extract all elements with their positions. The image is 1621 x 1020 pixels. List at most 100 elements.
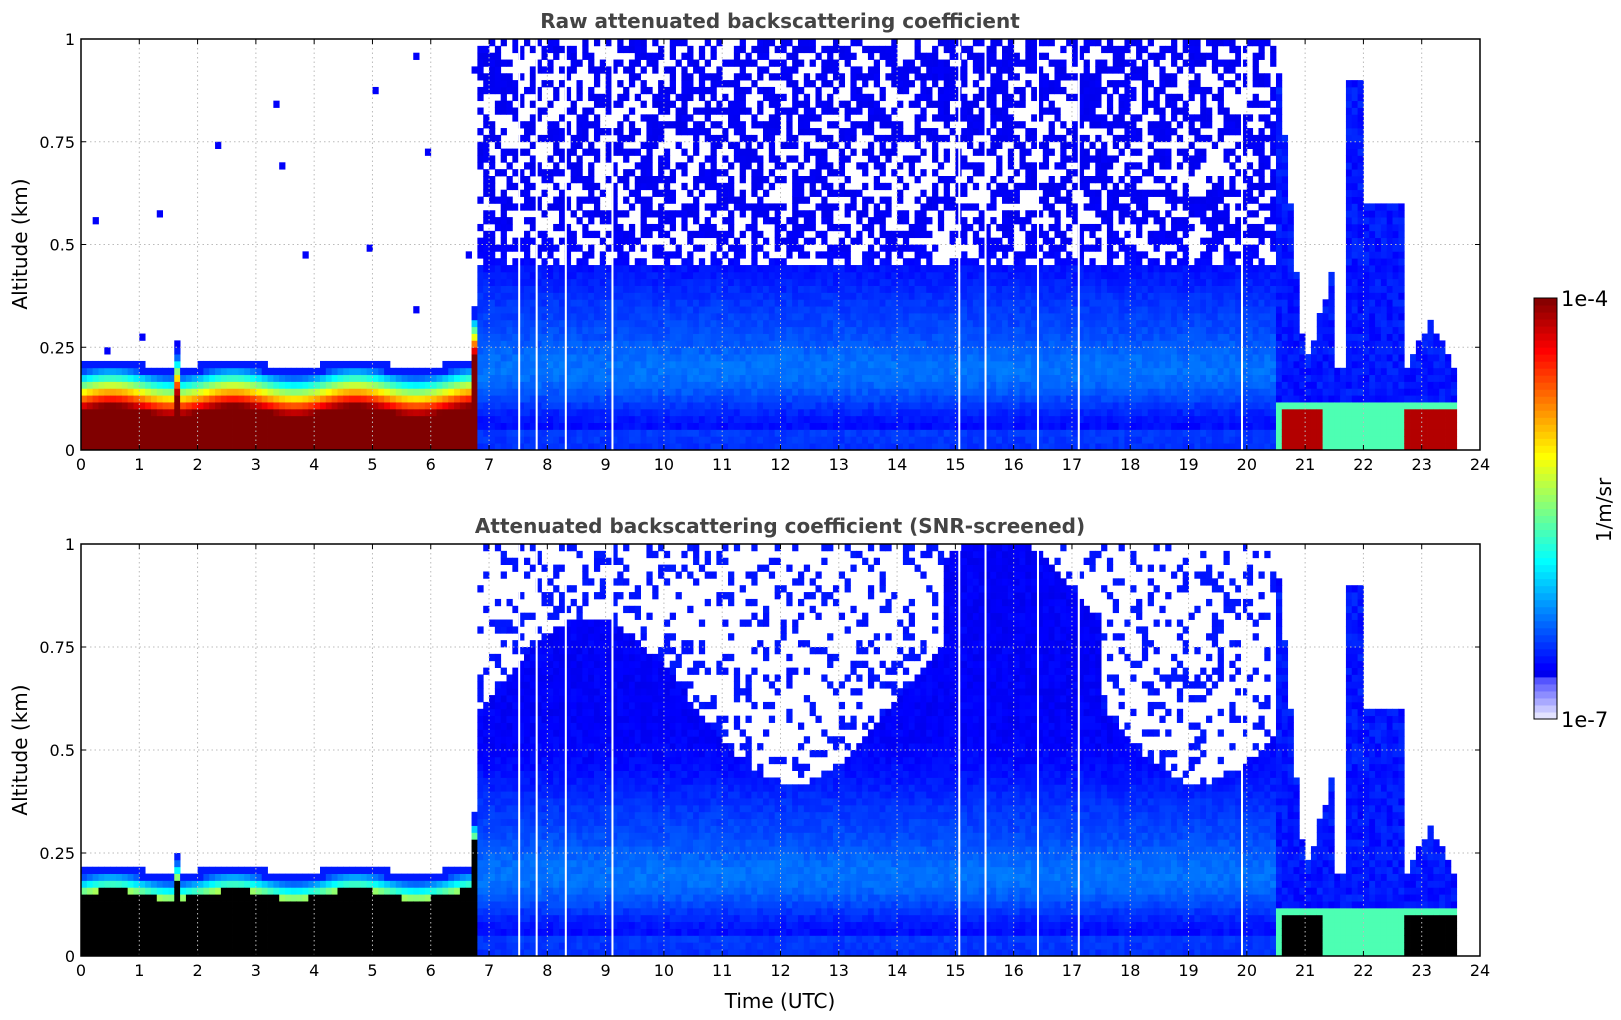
heatmap-cell (844, 443, 851, 450)
heatmap-cell (932, 80, 939, 88)
heatmap-cell (663, 354, 671, 362)
heatmap-cell (588, 162, 595, 170)
heatmap-cell (821, 299, 828, 307)
heatmap-cell (465, 251, 472, 259)
heatmap-cell (850, 313, 857, 321)
heatmap-cell (879, 381, 886, 389)
heatmap-cell (419, 443, 426, 450)
heatmap-cell (477, 237, 484, 245)
heatmap-cell (984, 182, 991, 191)
heatmap-cell (541, 80, 548, 88)
heatmap-cell (477, 333, 484, 341)
heatmap-cell (797, 189, 805, 197)
heatmap-cell (617, 134, 624, 143)
heatmap-cell (652, 347, 659, 355)
heatmap-cell (722, 354, 729, 362)
heatmap-cell (174, 374, 181, 382)
heatmap-cell (582, 360, 589, 369)
heatmap-cell (961, 354, 968, 362)
heatmap-cell (768, 313, 776, 321)
heatmap-cell (529, 45, 537, 54)
heatmap-cell (990, 114, 997, 122)
heatmap-cell (611, 59, 618, 67)
heatmap-cell (681, 292, 688, 300)
heatmap-cell (961, 128, 968, 136)
heatmap-cell (803, 237, 811, 245)
heatmap-cell (366, 244, 373, 252)
heatmap-cell (920, 230, 927, 239)
heatmap-cell (489, 340, 496, 348)
heatmap-cell (98, 408, 105, 417)
heatmap-cell (879, 265, 886, 273)
heatmap-cell (873, 251, 880, 259)
heatmap-cell (961, 107, 968, 115)
heatmap-cell (751, 258, 758, 266)
heatmap-cell (914, 265, 921, 273)
heatmap-cell (553, 128, 560, 136)
heatmap-cell (914, 244, 921, 252)
heatmap-cell (885, 285, 892, 293)
heatmap-cell (570, 141, 577, 149)
heatmap-cell (220, 367, 228, 376)
heatmap-cell (553, 93, 560, 102)
heatmap-cell (489, 415, 496, 423)
heatmap-cell (209, 436, 216, 444)
heatmap-cell (681, 210, 688, 218)
heatmap-cell (494, 443, 502, 450)
heatmap-cell (984, 278, 991, 286)
heatmap-cell (483, 73, 490, 81)
heatmap-cell (797, 128, 805, 136)
heatmap-cell (757, 45, 764, 54)
heatmap-cell (535, 39, 542, 47)
heatmap-cell (86, 360, 94, 369)
heatmap-cell (558, 415, 566, 423)
heatmap-cell (296, 381, 303, 389)
heatmap-cell (611, 381, 618, 389)
heatmap-cell (891, 244, 898, 252)
heatmap-cell (518, 176, 525, 184)
heatmap-cell (640, 319, 647, 328)
heatmap-cell (576, 217, 583, 225)
heatmap-cell (611, 223, 618, 232)
heatmap-cell (885, 182, 892, 191)
heatmap-cell (978, 429, 985, 437)
heatmap-cell (693, 436, 700, 444)
heatmap-cell (541, 258, 548, 266)
heatmap-cell (990, 59, 997, 67)
heatmap-cell (646, 169, 653, 177)
heatmap-cell (640, 86, 647, 95)
heatmap-cell (564, 66, 572, 74)
heatmap-cell (733, 402, 741, 410)
heatmap-cell (634, 59, 641, 67)
heatmap-cell (366, 422, 373, 430)
heatmap-cell (98, 415, 105, 423)
heatmap-cell (926, 265, 933, 273)
heatmap-cell (961, 436, 968, 444)
heatmap-cell (529, 203, 537, 211)
heatmap-cell (978, 367, 985, 376)
heatmap-cell (908, 333, 915, 341)
heatmap-cell (961, 114, 968, 122)
heatmap-cell (489, 326, 496, 334)
heatmap-cell (599, 388, 607, 396)
heatmap-cell (827, 258, 834, 266)
heatmap-cell (104, 408, 111, 417)
heatmap-cell (757, 182, 764, 191)
heatmap-cell (774, 429, 781, 437)
heatmap-cell (308, 374, 315, 382)
heatmap-cell (722, 408, 729, 417)
heatmap-cell (139, 402, 146, 410)
heatmap-cell (891, 134, 898, 143)
heatmap-cell (943, 80, 950, 88)
heatmap-cell (704, 395, 711, 403)
heatmap-cell (623, 251, 630, 259)
heatmap-cell (926, 408, 933, 417)
heatmap-cell (978, 128, 985, 136)
heatmap-cell (704, 415, 711, 423)
heatmap-cell (914, 134, 921, 143)
heatmap-cell (576, 128, 583, 136)
heatmap-cell (990, 271, 997, 280)
heatmap-cell (716, 333, 723, 341)
heatmap-cell (424, 148, 432, 156)
heatmap-cell (611, 326, 618, 334)
